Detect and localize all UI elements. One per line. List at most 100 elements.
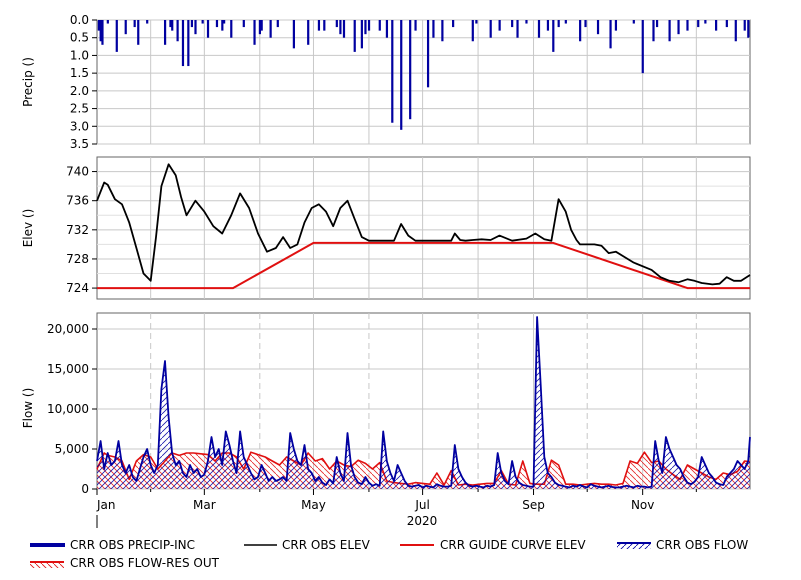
precip-bar xyxy=(221,20,224,31)
precip-bar xyxy=(163,20,167,45)
legend-item-flow: CRR OBS FLOW xyxy=(617,538,748,552)
precip-bar xyxy=(546,20,550,31)
flow-obs-line xyxy=(96,316,751,489)
precip-bar xyxy=(715,20,718,31)
precip-bar xyxy=(97,20,100,31)
flow-y-tick-label: 20,000 xyxy=(47,322,89,336)
precip-bar xyxy=(452,20,455,28)
precip-bar xyxy=(498,20,501,31)
precip-bar xyxy=(516,20,519,38)
precip-bar xyxy=(734,20,737,42)
precip-bar xyxy=(169,20,172,28)
x-axis-year-label: 2020 xyxy=(407,514,438,528)
elev-y-axis-label: Elev () xyxy=(21,209,35,248)
precip-bar xyxy=(253,20,256,45)
precip-bar xyxy=(353,20,356,52)
precip-bar xyxy=(441,20,444,42)
precip-bar xyxy=(391,20,394,123)
precip-bar xyxy=(99,20,102,42)
precip-plot-frame xyxy=(96,19,751,145)
flow-resout-line xyxy=(96,451,751,486)
precip-bar xyxy=(697,20,700,28)
x-axis-tick-label: Mar xyxy=(193,498,216,512)
precip-bar xyxy=(124,20,127,35)
x-axis-tick-label: Sep xyxy=(522,498,545,512)
precip-bar xyxy=(641,20,644,74)
precip-bar xyxy=(364,20,367,35)
precip-bar xyxy=(489,20,492,38)
precip-bar xyxy=(137,20,140,45)
precip-grid xyxy=(97,19,750,145)
legend-item-resout: CRR OBS FLOW-RES OUT xyxy=(30,556,220,570)
precip-bar xyxy=(596,20,600,35)
precip-bar xyxy=(292,20,295,49)
precip-y-tick-label: 3.5 xyxy=(70,137,89,151)
precip-bar xyxy=(537,20,541,38)
elev-panel: 724 728 732 736 740 Elev () xyxy=(21,156,751,300)
legend-item-elev: CRR OBS ELEV xyxy=(244,538,371,552)
precip-bar xyxy=(201,20,204,24)
precip-y-tick-label: 1.5 xyxy=(70,66,89,80)
precip-bar xyxy=(677,20,680,35)
precip-bar xyxy=(725,20,728,28)
elev-y-ticks: 724 728 732 736 740 xyxy=(66,165,97,295)
precip-bar xyxy=(106,20,109,24)
precip-y-tick-label: 2.0 xyxy=(70,84,89,98)
precip-bar xyxy=(258,20,262,35)
precip-bar xyxy=(317,20,321,31)
precip-bar xyxy=(176,20,179,42)
flow-grid xyxy=(97,313,750,490)
precip-bar xyxy=(269,20,272,38)
precip-bar xyxy=(511,20,514,28)
precip-bar xyxy=(378,20,381,31)
precip-bar xyxy=(525,20,528,24)
precip-bar xyxy=(400,20,403,130)
precip-y-tick-label: 2.5 xyxy=(70,102,89,116)
x-axis-tick-label: Jan xyxy=(96,498,116,512)
legend-label-precip: CRR OBS PRECIP-INC xyxy=(70,538,195,552)
precip-y-ticks: 0.0 0.5 1.0 1.5 2.0 2.5 3.0 3.5 xyxy=(70,13,97,151)
precip-bar xyxy=(101,20,104,45)
precip-bar xyxy=(194,20,197,35)
elev-obs-line xyxy=(96,163,751,286)
precip-bar xyxy=(426,20,430,88)
flow-y-tick-label: 10,000 xyxy=(47,402,89,416)
guide-curve-line xyxy=(97,241,750,290)
elev-y-tick-label: 728 xyxy=(66,252,89,266)
elev-y-tick-label: 736 xyxy=(66,194,89,208)
legend: CRR OBS PRECIP-INC CRR OBS ELEV CRR GUID… xyxy=(30,538,748,570)
precip-bar xyxy=(115,20,118,52)
elev-lines xyxy=(96,163,751,290)
precip-y-tick-label: 3.0 xyxy=(70,119,89,133)
legend-item-precip: CRR OBS PRECIP-INC xyxy=(30,538,195,552)
precip-bar xyxy=(206,20,210,38)
x-axis-tick-label: May xyxy=(301,498,326,512)
precip-bar xyxy=(190,20,194,28)
legend-item-guide: CRR GUIDE CURVE ELEV xyxy=(400,538,586,552)
precip-bar xyxy=(171,20,174,31)
precip-bar xyxy=(242,20,245,28)
precip-bar xyxy=(342,20,346,38)
flow-y-tick-label: 15,000 xyxy=(47,362,89,376)
precip-panel: 0.0 0.5 1.0 1.5 2.0 2.5 3.0 3.5 Precip () xyxy=(21,13,751,151)
precip-bar xyxy=(323,20,326,31)
precip-y-tick-label: 0.0 xyxy=(70,13,89,27)
precip-y-tick-label: 1.0 xyxy=(70,48,89,62)
precip-bar xyxy=(339,20,342,35)
flow-obs-area xyxy=(97,317,750,489)
precip-bar xyxy=(409,20,412,120)
legend-swatch-resout xyxy=(30,562,64,568)
precip-bar xyxy=(743,20,746,31)
precip-bar xyxy=(385,20,389,38)
precip-bar xyxy=(668,20,671,42)
precip-y-tick-label: 0.5 xyxy=(70,31,89,45)
precip-bar xyxy=(471,20,474,42)
precip-bar xyxy=(686,20,689,31)
precip-bar xyxy=(187,20,190,67)
precip-bar xyxy=(432,20,435,38)
precip-bar xyxy=(747,20,750,38)
precip-bar xyxy=(609,20,612,49)
precip-bars xyxy=(97,20,750,130)
precip-bar xyxy=(367,20,371,31)
